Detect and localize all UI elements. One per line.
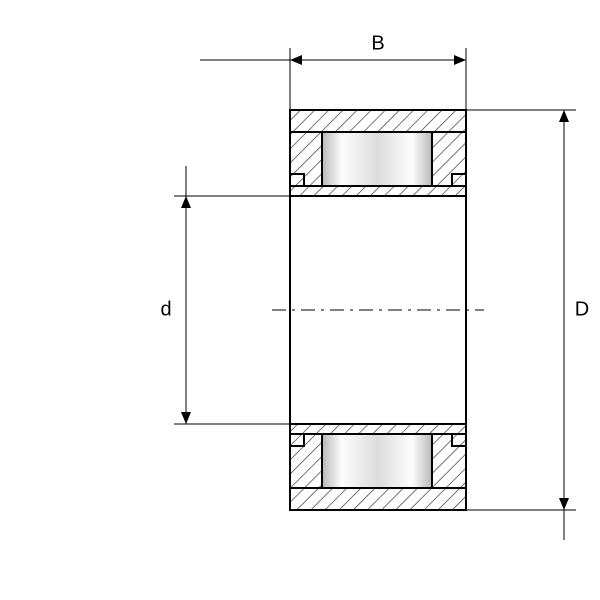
bearing-cross-section-diagram: Bd D: [0, 0, 600, 600]
dimension-label-B: B: [371, 32, 384, 54]
dimension-label-D: D: [575, 298, 589, 320]
roller-element: [322, 434, 432, 488]
roller-element: [322, 132, 432, 186]
dimension-label-d: d: [160, 298, 171, 320]
